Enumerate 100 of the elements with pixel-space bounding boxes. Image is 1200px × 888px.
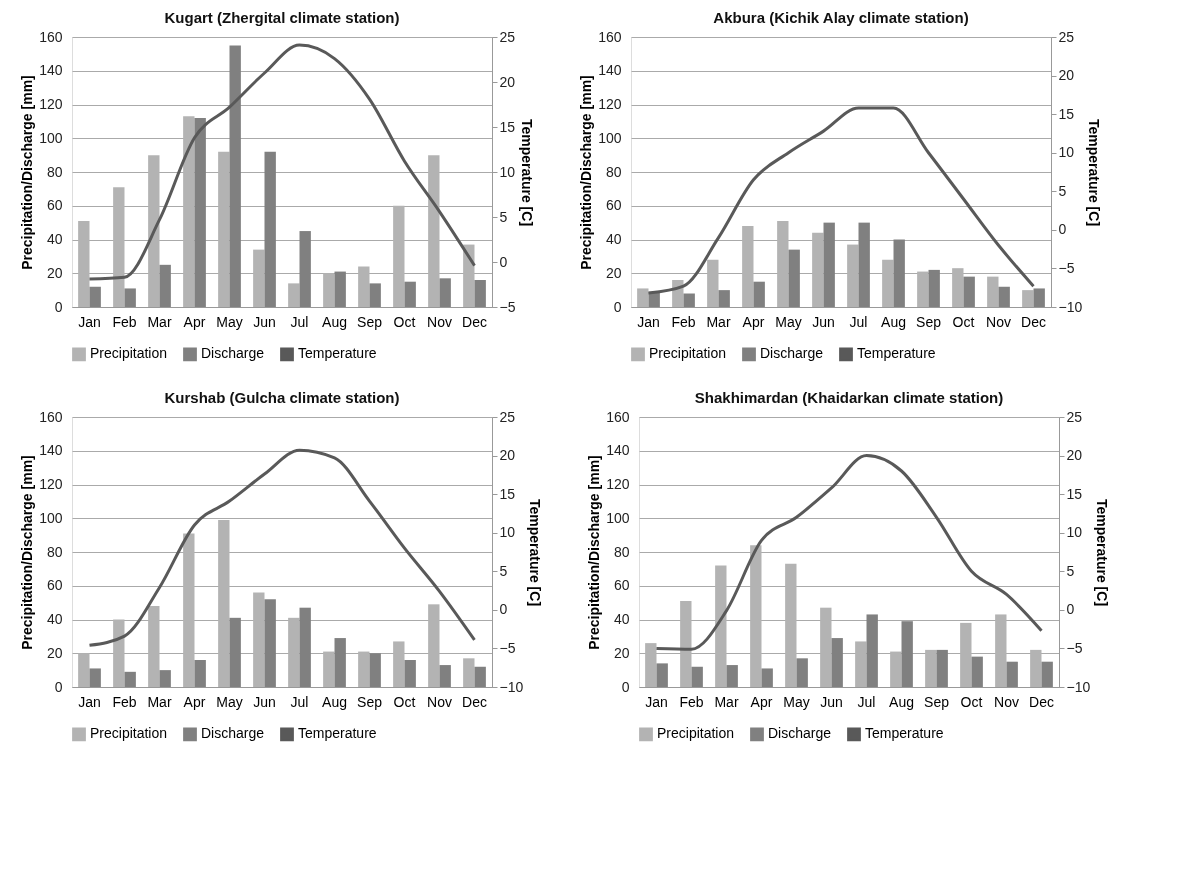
y2-tick-label: 20	[1058, 67, 1075, 84]
bar	[718, 290, 730, 307]
y-tick-label: 80	[605, 163, 622, 180]
bar	[474, 666, 486, 687]
y2-tick-label: 25	[499, 28, 516, 45]
y2-tick-label: 25	[499, 408, 516, 425]
y2-tick-label: 5	[499, 208, 508, 225]
x-tick-label: Mar	[147, 693, 172, 710]
y-tick-label: 20	[605, 264, 622, 281]
chart-title: Kugart (Zhergital climate station)	[164, 9, 400, 26]
y-axis-title: Precipitation/Discharge [mm]	[19, 75, 36, 270]
bar	[439, 278, 451, 307]
x-tick-label: Nov	[427, 313, 452, 330]
y-tick-label: 60	[46, 197, 63, 214]
x-tick-label: Aug	[881, 313, 906, 330]
bar	[987, 276, 999, 307]
y2-tick-label: −5	[499, 298, 516, 315]
legend-label: Discharge	[201, 725, 265, 742]
bar	[893, 239, 905, 307]
y-tick-label: 0	[613, 298, 622, 315]
chart-title: Akbura (Kichik Alay climate station)	[713, 9, 969, 26]
y-tick-label: 100	[598, 129, 622, 146]
y-tick-label: 80	[613, 543, 630, 560]
bar	[404, 281, 416, 307]
y-tick-label: 40	[46, 611, 63, 627]
y2-tick-label: 20	[1066, 447, 1083, 464]
y2-tick-label: −10	[1058, 298, 1083, 315]
y-tick-label: 100	[39, 509, 63, 526]
legend-label: Precipitation	[657, 725, 735, 742]
line-series	[647, 106, 1035, 295]
bar	[194, 660, 206, 687]
x-tick-label: Apr	[750, 693, 773, 710]
legend-label: Temperature	[298, 725, 377, 742]
legend-label: Discharge	[760, 345, 824, 362]
y2-tick-label: 15	[1066, 485, 1083, 502]
bar	[288, 283, 300, 307]
bar	[901, 621, 913, 687]
x-tick-label: Mar	[147, 313, 172, 330]
x-tick-label: May	[216, 313, 243, 330]
x-tick-label: Apr	[742, 313, 765, 330]
bar	[264, 599, 276, 687]
chart-title: Shakhimardan (Khaidarkan climate station)	[694, 389, 1004, 406]
x-tick-label: Sep	[357, 693, 383, 710]
x-tick-label: Mar	[714, 693, 739, 710]
y-tick-label: 60	[605, 197, 622, 214]
bar	[683, 293, 695, 307]
y2-axis-title: Temperature [C]	[1094, 498, 1111, 607]
y2-tick-label: 0	[499, 253, 508, 270]
bar	[858, 222, 870, 307]
legend-label: Precipitation	[90, 725, 168, 742]
y2-tick-label: 0	[1066, 601, 1075, 618]
bar	[788, 249, 800, 307]
x-tick-label: Jan	[78, 693, 101, 710]
y2-axis-title: Temperature [C]	[519, 118, 536, 227]
y-axis-title: Precipitation/Discharge [mm]	[578, 75, 595, 270]
bar	[1041, 661, 1053, 687]
bar	[463, 658, 475, 687]
bar	[691, 666, 703, 687]
y-tick-label: 0	[621, 678, 630, 695]
y-tick-label: 100	[606, 509, 630, 526]
legend-label: Temperature	[857, 345, 936, 362]
x-tick-label: Oct	[393, 313, 416, 330]
bar	[866, 614, 878, 687]
bar	[299, 231, 311, 307]
x-tick-label: May	[783, 693, 810, 710]
y-tick-label: 40	[613, 611, 630, 627]
y-tick-label: 80	[46, 543, 63, 560]
bar	[369, 653, 381, 687]
bar	[89, 668, 101, 687]
y-tick-label: 120	[39, 96, 63, 112]
y2-tick-label: 25	[1066, 408, 1083, 425]
bar	[928, 269, 940, 307]
x-tick-label: Jul	[849, 313, 868, 330]
bar	[229, 45, 241, 307]
x-tick-label: Sep	[924, 693, 950, 710]
x-tick-label: Jan	[645, 693, 668, 710]
x-tick-label: Nov	[986, 313, 1011, 330]
x-tick-label: Sep	[916, 313, 942, 330]
y-tick-label: 100	[39, 129, 63, 146]
y2-tick-label: −5	[499, 639, 516, 656]
y2-tick-label: −5	[1058, 259, 1075, 276]
y2-tick-label: −10	[1066, 678, 1091, 695]
y-tick-label: 120	[598, 96, 622, 112]
y2-tick-label: 0	[1058, 221, 1067, 238]
x-tick-label: Nov	[994, 693, 1019, 710]
bar	[1006, 661, 1018, 687]
bar	[637, 288, 649, 307]
x-tick-label: Jul	[290, 313, 309, 330]
x-tick-label: May	[775, 313, 802, 330]
y2-tick-label: −5	[1066, 639, 1083, 656]
y2-tick-label: 10	[1066, 524, 1083, 541]
bar	[936, 649, 948, 687]
y-tick-label: 20	[46, 264, 63, 281]
bar	[831, 638, 843, 687]
x-tick-label: Jun	[253, 313, 276, 330]
bar	[334, 271, 346, 307]
bar	[1033, 288, 1045, 307]
y-tick-label: 140	[598, 62, 622, 79]
bar	[796, 658, 808, 687]
x-tick-label: Dec	[1029, 693, 1054, 710]
